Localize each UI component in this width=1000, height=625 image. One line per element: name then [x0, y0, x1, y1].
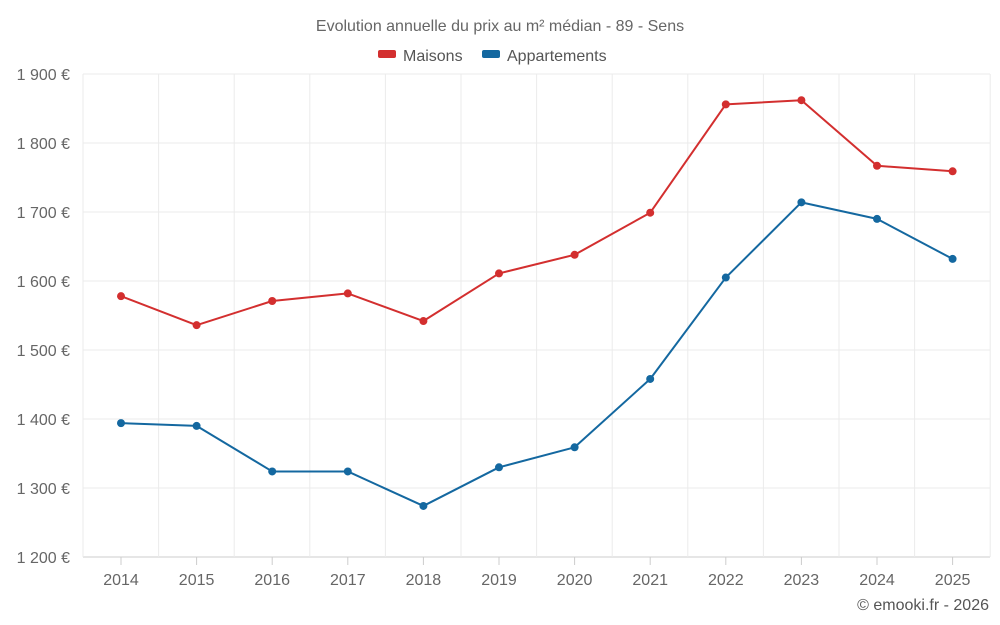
series	[117, 96, 957, 510]
y-tick-label: 1 700 €	[17, 205, 70, 222]
credit-text: © emooki.fr - 2026	[857, 597, 989, 614]
series-line-appartements	[120, 201, 954, 507]
x-axis: 2014 2015 2016 2017 2018 2019 2020 2021 2022 2023…	[103, 557, 970, 589]
data-point-appartements[interactable]	[117, 419, 125, 428]
x-tick-label: 2022	[708, 572, 744, 589]
y-tick-label: 1 200 €	[17, 550, 70, 567]
data-point-appartements[interactable]	[948, 254, 957, 263]
data-point-maisons[interactable]	[192, 321, 201, 330]
data-point-maisons[interactable]	[495, 269, 503, 278]
legend-label-appartements[interactable]: Appartements	[507, 48, 607, 65]
x-tick-label: 2017	[330, 572, 366, 589]
x-tick-label: 2019	[481, 572, 517, 589]
y-tick-label: 1 800 €	[17, 136, 70, 153]
x-tick-label: 2015	[179, 572, 215, 589]
x-tick-label: 2021	[632, 572, 668, 589]
data-point-maisons[interactable]	[646, 208, 655, 217]
data-point-appartements[interactable]	[343, 467, 352, 476]
legend-swatch-maisons	[378, 50, 396, 58]
data-point-maisons[interactable]	[873, 161, 881, 170]
x-tick-label: 2025	[935, 572, 971, 589]
x-tick-label: 2020	[557, 572, 593, 589]
y-axis: 1 200 € 1 300 € 1 400 € 1 500 € 1 600 € 1 700…	[17, 67, 70, 567]
y-tick-label: 1 400 €	[17, 412, 70, 429]
x-tick-label: 2018	[406, 572, 442, 589]
y-tick-label: 1 600 €	[17, 274, 70, 291]
y-tick-label: 1 900 €	[17, 67, 70, 84]
data-point-appartements[interactable]	[495, 463, 503, 472]
x-tick-label: 2016	[254, 572, 290, 589]
data-point-appartements[interactable]	[721, 273, 730, 282]
data-point-appartements[interactable]	[570, 443, 579, 452]
legend-swatch-appartements	[482, 50, 500, 58]
x-tick-label: 2024	[859, 572, 895, 589]
data-point-appartements[interactable]	[646, 374, 655, 383]
data-point-maisons[interactable]	[570, 250, 579, 259]
grid	[82, 73, 991, 558]
data-point-appartements[interactable]	[873, 214, 881, 223]
data-point-appartements[interactable]	[419, 501, 428, 510]
data-point-maisons[interactable]	[268, 297, 277, 306]
x-tick-label: 2014	[103, 572, 139, 589]
data-point-appartements[interactable]	[192, 421, 201, 430]
data-point-maisons[interactable]	[117, 292, 125, 301]
data-point-maisons[interactable]	[797, 96, 806, 105]
series-line-maisons	[120, 99, 953, 327]
data-point-maisons[interactable]	[948, 167, 957, 176]
data-point-maisons[interactable]	[343, 289, 352, 298]
x-tick-label: 2023	[784, 572, 820, 589]
data-point-appartements[interactable]	[268, 467, 277, 476]
y-tick-label: 1 500 €	[17, 343, 70, 360]
chart-title: Evolution annuelle du prix au m² médian …	[316, 18, 684, 35]
data-point-maisons[interactable]	[419, 317, 428, 326]
data-point-maisons[interactable]	[721, 100, 730, 109]
legend-label-maisons[interactable]: Maisons	[403, 48, 463, 65]
legend: Maisons Appartements	[378, 48, 607, 65]
data-point-appartements[interactable]	[797, 198, 806, 207]
y-tick-label: 1 300 €	[17, 481, 70, 498]
